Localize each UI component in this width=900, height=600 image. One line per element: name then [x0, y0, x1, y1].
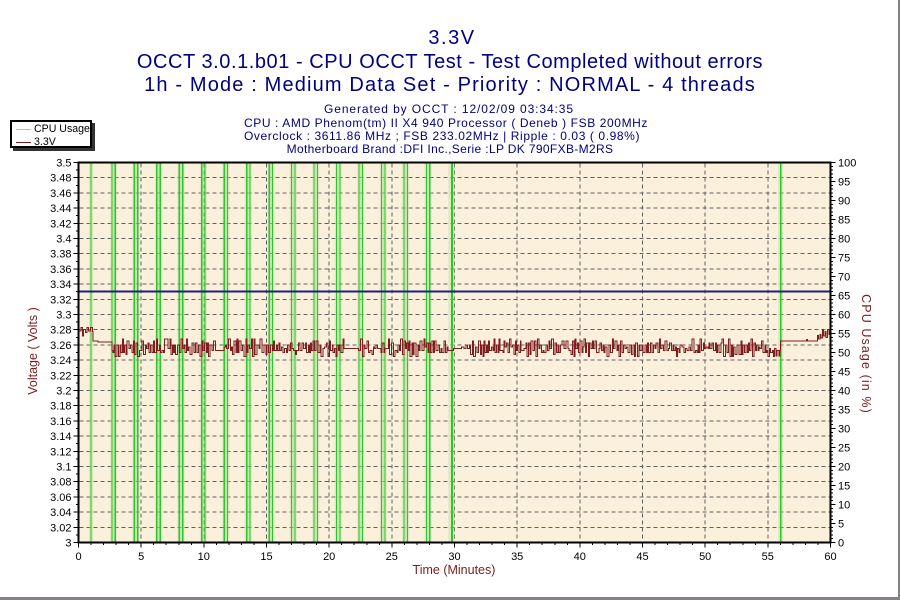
- svg-text:3.12: 3.12: [50, 446, 71, 458]
- svg-text:65: 65: [838, 291, 850, 303]
- svg-text:50: 50: [838, 348, 850, 360]
- svg-text:3.04: 3.04: [50, 507, 71, 519]
- svg-text:75: 75: [838, 253, 850, 265]
- svg-text:20: 20: [838, 462, 850, 474]
- svg-text:3.42: 3.42: [50, 218, 71, 230]
- svg-text:5: 5: [138, 551, 144, 563]
- svg-text:60: 60: [824, 551, 836, 563]
- svg-text:3.16: 3.16: [50, 416, 71, 428]
- svg-text:100: 100: [838, 158, 856, 170]
- svg-text:3.36: 3.36: [50, 264, 71, 276]
- svg-text:95: 95: [838, 177, 850, 189]
- svg-text:3.24: 3.24: [50, 355, 71, 367]
- svg-text:80: 80: [838, 234, 850, 246]
- svg-text:3.44: 3.44: [50, 203, 71, 215]
- svg-text:3.3: 3.3: [56, 310, 71, 322]
- svg-text:3.06: 3.06: [50, 492, 71, 504]
- svg-text:15: 15: [260, 551, 272, 563]
- svg-text:Time (Minutes): Time (Minutes): [413, 563, 496, 577]
- svg-text:3.18: 3.18: [50, 401, 71, 413]
- svg-text:3.28: 3.28: [50, 325, 71, 337]
- svg-text:0: 0: [838, 538, 844, 550]
- svg-text:30: 30: [838, 424, 850, 436]
- svg-text:3.32: 3.32: [50, 294, 71, 306]
- svg-text:3.02: 3.02: [50, 522, 71, 534]
- svg-text:3.48: 3.48: [50, 173, 71, 185]
- svg-text:10: 10: [198, 551, 210, 563]
- svg-text:3.4: 3.4: [56, 234, 71, 246]
- svg-text:70: 70: [838, 272, 850, 284]
- svg-text:3.46: 3.46: [50, 188, 71, 200]
- svg-text:3.14: 3.14: [50, 431, 71, 443]
- svg-text:Voltage ( Volts ): Voltage ( Volts ): [26, 307, 40, 395]
- svg-text:0: 0: [75, 551, 81, 563]
- svg-text:40: 40: [838, 386, 850, 398]
- svg-text:3.5: 3.5: [56, 158, 71, 170]
- svg-text:CPU Usage (in %): CPU Usage (in %): [859, 294, 873, 414]
- svg-text:25: 25: [386, 551, 398, 563]
- svg-text:55: 55: [762, 551, 774, 563]
- svg-text:30: 30: [448, 551, 460, 563]
- svg-text:3.1: 3.1: [56, 462, 71, 474]
- svg-text:40: 40: [574, 551, 586, 563]
- svg-text:10: 10: [838, 500, 850, 512]
- svg-text:45: 45: [636, 551, 648, 563]
- svg-text:20: 20: [323, 551, 335, 563]
- svg-text:3.22: 3.22: [50, 370, 71, 382]
- svg-text:3.08: 3.08: [50, 477, 71, 489]
- svg-text:3.38: 3.38: [50, 249, 71, 261]
- svg-text:5: 5: [838, 519, 844, 531]
- svg-text:35: 35: [838, 405, 850, 417]
- svg-text:3.2: 3.2: [56, 386, 71, 398]
- svg-text:90: 90: [838, 196, 850, 208]
- svg-text:25: 25: [838, 443, 850, 455]
- svg-text:3: 3: [65, 538, 71, 550]
- svg-text:60: 60: [838, 310, 850, 322]
- svg-text:15: 15: [838, 481, 850, 493]
- svg-text:85: 85: [838, 215, 850, 227]
- svg-text:45: 45: [838, 367, 850, 379]
- svg-text:35: 35: [511, 551, 523, 563]
- svg-text:55: 55: [838, 329, 850, 341]
- svg-text:3.26: 3.26: [50, 340, 71, 352]
- svg-text:50: 50: [699, 551, 711, 563]
- svg-text:3.34: 3.34: [50, 279, 71, 291]
